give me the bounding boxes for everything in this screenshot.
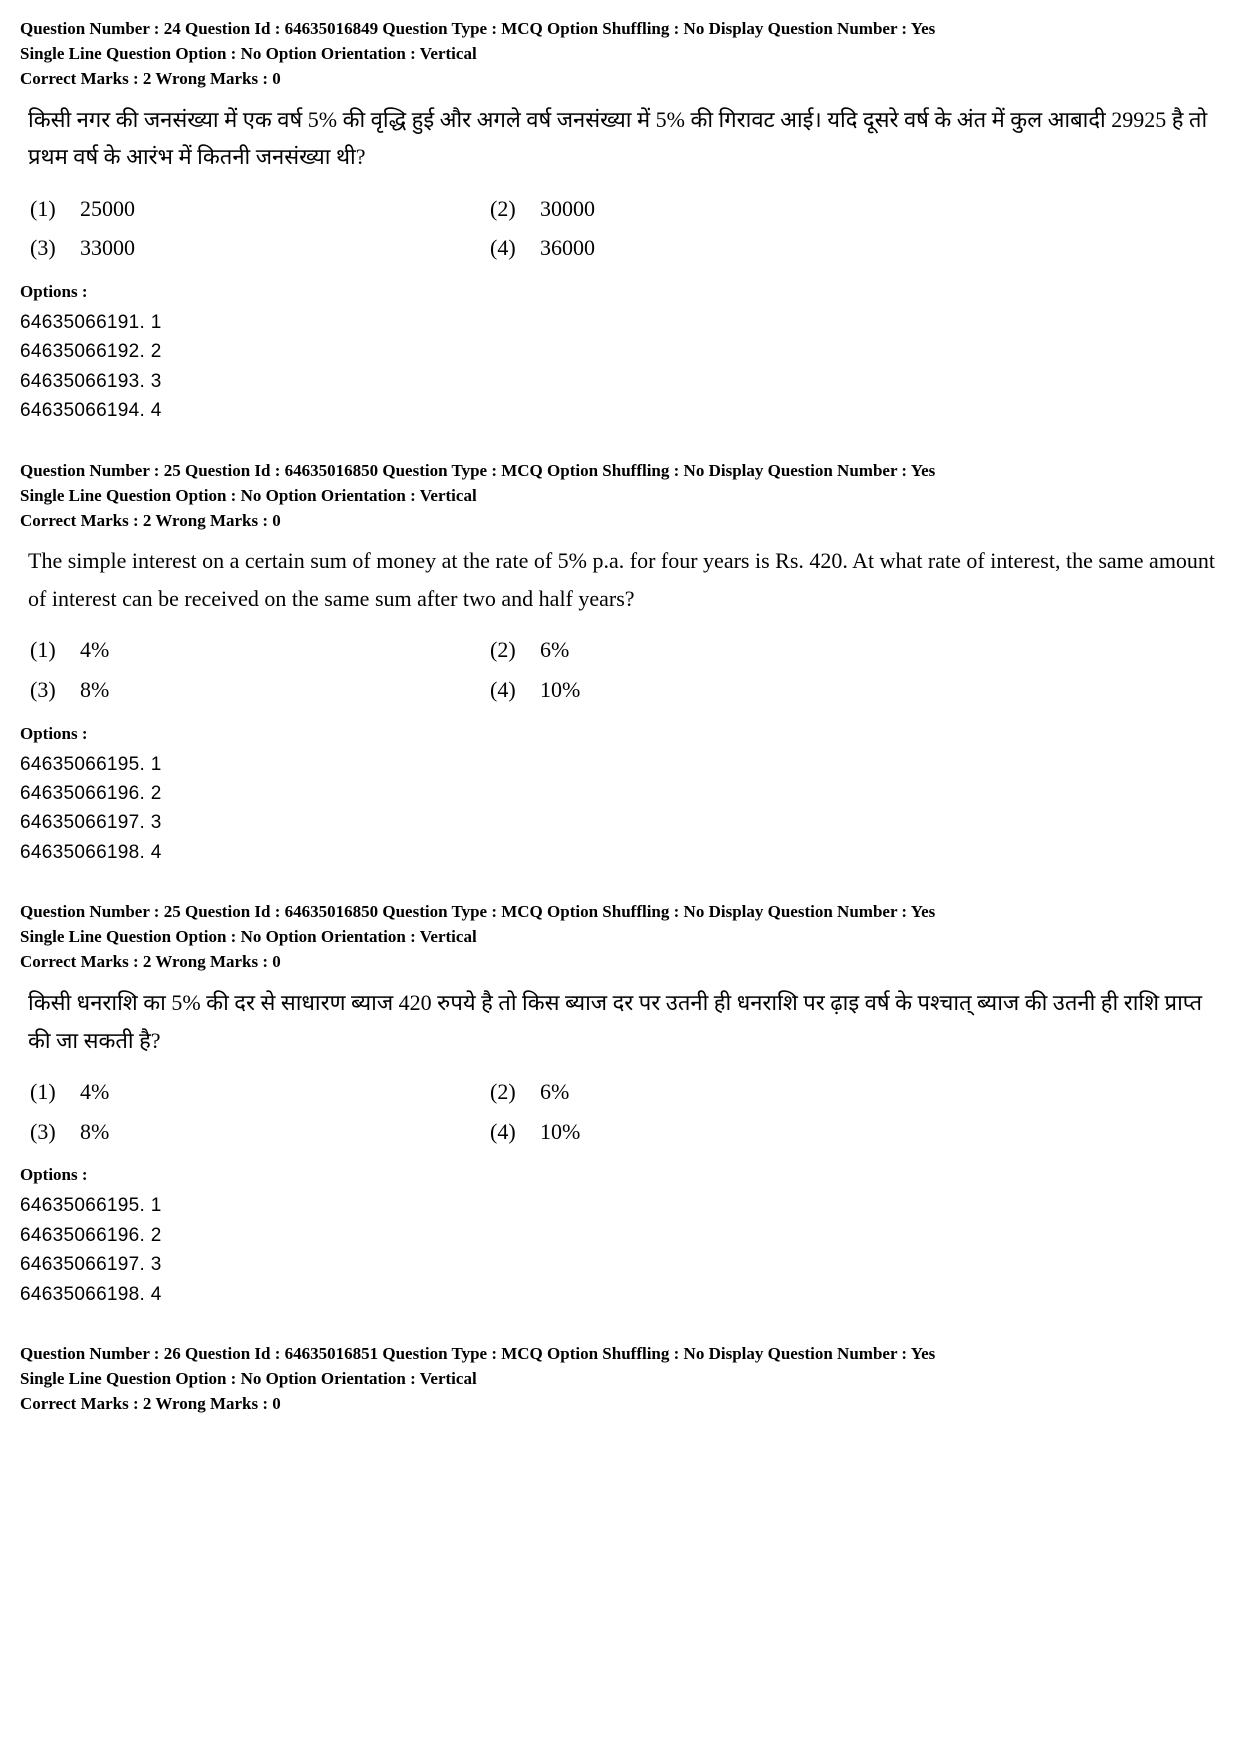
answer-choice[interactable]: (2)6% [490,1077,930,1107]
answer-choice[interactable]: (4)10% [490,675,930,705]
option-line[interactable]: 64635066193. 3 [20,367,1220,396]
option-line[interactable]: 64635066198. 4 [20,1280,1220,1309]
question-marks: Correct Marks : 2 Wrong Marks : 0 [20,1393,1220,1416]
option-line[interactable]: 64635066194. 4 [20,396,1220,425]
options-heading: Options : [20,723,1220,746]
question-meta-line1: Question Number : 25 Question Id : 64635… [20,460,1220,483]
choice-value: 33000 [80,235,135,260]
choice-value: 4% [80,637,109,662]
answer-choice[interactable]: (3)8% [30,675,470,705]
option-line[interactable]: 64635066196. 2 [20,779,1220,808]
question-text: The simple interest on a certain sum of … [28,542,1220,617]
choice-number: (2) [490,194,540,224]
choice-value: 36000 [540,235,595,260]
choice-value: 8% [80,1119,109,1144]
question-meta-line2: Single Line Question Option : No Option … [20,485,1220,508]
answer-choice[interactable]: (3)8% [30,1117,470,1147]
choice-number: (3) [30,675,80,705]
choice-value: 10% [540,1119,580,1144]
answer-choice[interactable]: (4)10% [490,1117,930,1147]
option-line[interactable]: 64635066198. 4 [20,838,1220,867]
question-block: Question Number : 26 Question Id : 64635… [20,1343,1220,1416]
choice-number: (1) [30,635,80,665]
choice-number: (4) [490,1117,540,1147]
options-heading: Options : [20,1164,1220,1187]
option-line[interactable]: 64635066197. 3 [20,1250,1220,1279]
choice-number: (3) [30,1117,80,1147]
answer-choice[interactable]: (2)6% [490,635,930,665]
choice-number: (4) [490,675,540,705]
option-line[interactable]: 64635066192. 2 [20,337,1220,366]
choice-value: 25000 [80,196,135,221]
question-marks: Correct Marks : 2 Wrong Marks : 0 [20,510,1220,533]
option-line[interactable]: 64635066197. 3 [20,808,1220,837]
choice-number: (1) [30,194,80,224]
answer-choice[interactable]: (2)30000 [490,194,930,224]
question-meta-line1: Question Number : 25 Question Id : 64635… [20,901,1220,924]
choice-value: 6% [540,1079,569,1104]
question-meta-line2: Single Line Question Option : No Option … [20,43,1220,66]
question-meta-line2: Single Line Question Option : No Option … [20,1368,1220,1391]
choice-value: 4% [80,1079,109,1104]
question-text: किसी धनराशि का 5% की दर से साधारण ब्याज … [28,984,1220,1059]
option-line[interactable]: 64635066196. 2 [20,1221,1220,1250]
choice-value: 6% [540,637,569,662]
question-block: Question Number : 25 Question Id : 64635… [20,460,1220,868]
question-meta-line1: Question Number : 24 Question Id : 64635… [20,18,1220,41]
option-line[interactable]: 64635066195. 1 [20,750,1220,779]
question-block: Question Number : 24 Question Id : 64635… [20,18,1220,426]
question-text: किसी नगर की जनसंख्या में एक वर्ष 5% की व… [28,101,1220,176]
option-line[interactable]: 64635066191. 1 [20,308,1220,337]
choice-number: (2) [490,635,540,665]
choice-value: 10% [540,677,580,702]
answer-choice[interactable]: (3)33000 [30,233,470,263]
question-meta-line2: Single Line Question Option : No Option … [20,926,1220,949]
question-marks: Correct Marks : 2 Wrong Marks : 0 [20,68,1220,91]
question-block: Question Number : 25 Question Id : 64635… [20,901,1220,1309]
option-line[interactable]: 64635066195. 1 [20,1191,1220,1220]
answer-choice[interactable]: (1)4% [30,635,470,665]
answer-choices: (1)25000 (2)30000 (3)33000 (4)36000 [30,194,1220,263]
answer-choice[interactable]: (4)36000 [490,233,930,263]
options-heading: Options : [20,281,1220,304]
choice-number: (3) [30,233,80,263]
answer-choice[interactable]: (1)25000 [30,194,470,224]
answer-choice[interactable]: (1)4% [30,1077,470,1107]
choice-value: 30000 [540,196,595,221]
question-marks: Correct Marks : 2 Wrong Marks : 0 [20,951,1220,974]
answer-choices: (1)4% (2)6% (3)8% (4)10% [30,1077,1220,1146]
choice-value: 8% [80,677,109,702]
choice-number: (1) [30,1077,80,1107]
answer-choices: (1)4% (2)6% (3)8% (4)10% [30,635,1220,704]
choice-number: (4) [490,233,540,263]
choice-number: (2) [490,1077,540,1107]
question-meta-line1: Question Number : 26 Question Id : 64635… [20,1343,1220,1366]
